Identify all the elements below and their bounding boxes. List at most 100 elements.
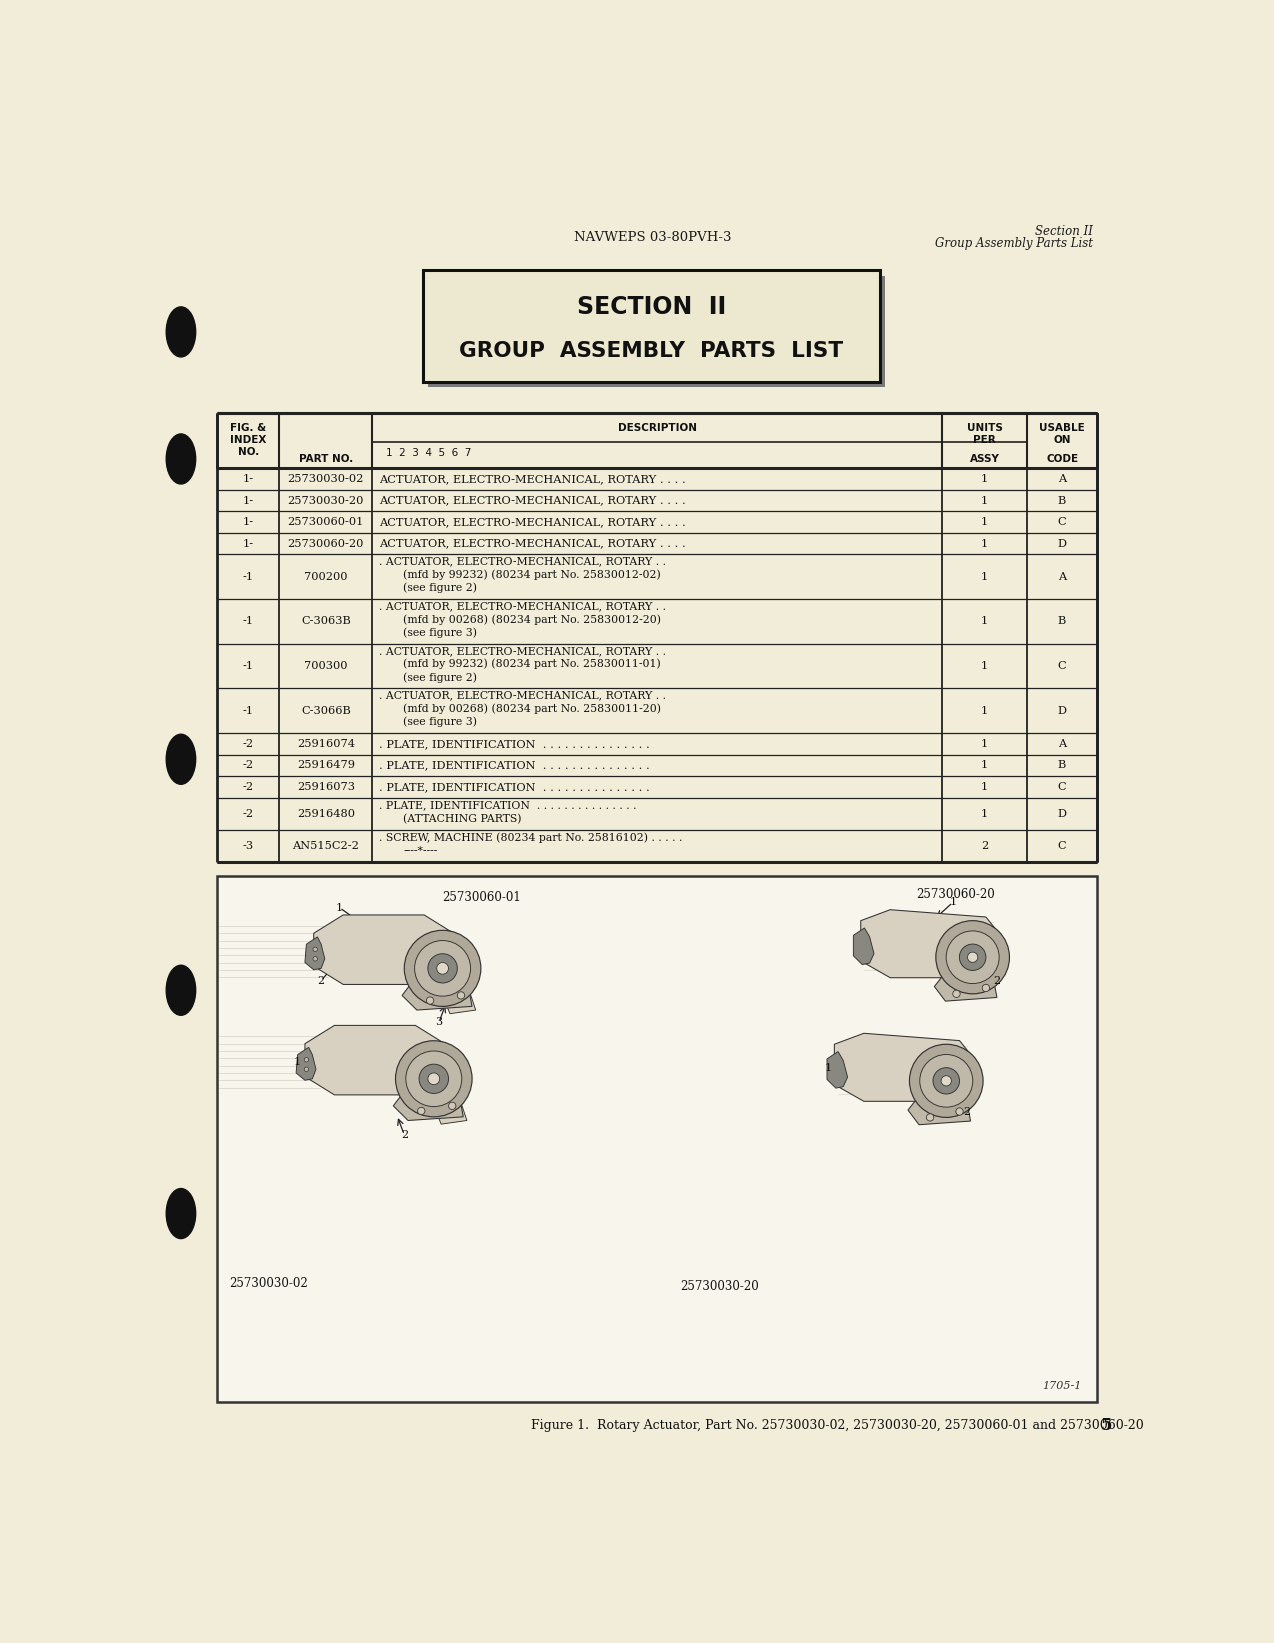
Text: D: D (1057, 539, 1066, 549)
Circle shape (967, 953, 978, 963)
Circle shape (395, 1040, 473, 1117)
Circle shape (313, 956, 317, 961)
Circle shape (933, 1068, 959, 1094)
Text: 1: 1 (981, 518, 989, 527)
Circle shape (313, 946, 317, 951)
Circle shape (457, 992, 465, 999)
Text: (mfd by 99232) (80234 part No. 25830012-02): (mfd by 99232) (80234 part No. 25830012-… (404, 570, 661, 580)
Text: C-3063B: C-3063B (301, 616, 350, 626)
Text: (mfd by 00268) (80234 part No. 25830011-20): (mfd by 00268) (80234 part No. 25830011-… (404, 703, 661, 715)
Text: 1: 1 (981, 616, 989, 626)
Circle shape (941, 1076, 952, 1086)
Text: ACTUATOR, ELECTRO-MECHANICAL, ROTARY . . . .: ACTUATOR, ELECTRO-MECHANICAL, ROTARY . .… (378, 473, 685, 485)
Text: NAVWEPS 03-80PVH-3: NAVWEPS 03-80PVH-3 (575, 230, 731, 243)
Text: ACTUATOR, ELECTRO-MECHANICAL, ROTARY . . . .: ACTUATOR, ELECTRO-MECHANICAL, ROTARY . .… (378, 518, 685, 527)
Text: A: A (1057, 572, 1066, 582)
Bar (423, 271, 880, 381)
Text: Group Assembly Parts List: Group Assembly Parts List (935, 237, 1093, 250)
Text: C: C (1057, 841, 1066, 851)
Text: 700300: 700300 (304, 660, 348, 670)
Text: 1: 1 (981, 761, 989, 771)
Text: 1: 1 (981, 660, 989, 670)
Text: A: A (1057, 739, 1066, 749)
Ellipse shape (166, 1188, 196, 1239)
Polygon shape (854, 928, 874, 964)
Text: -1: -1 (243, 706, 254, 716)
Circle shape (428, 953, 457, 983)
Text: ON: ON (1054, 435, 1071, 445)
Text: 1: 1 (981, 782, 989, 792)
Text: 25730060-01: 25730060-01 (288, 518, 364, 527)
Circle shape (956, 1107, 963, 1116)
Text: UNITS: UNITS (967, 424, 1003, 434)
Text: PER: PER (973, 435, 996, 445)
Polygon shape (827, 1052, 847, 1088)
Text: 3: 3 (436, 1017, 442, 1027)
Text: . PLATE, IDENTIFICATION  . . . . . . . . . . . . . . .: . PLATE, IDENTIFICATION . . . . . . . . … (378, 739, 650, 749)
Text: . ACTUATOR, ELECTRO-MECHANICAL, ROTARY . .: . ACTUATOR, ELECTRO-MECHANICAL, ROTARY .… (378, 690, 665, 700)
Ellipse shape (166, 307, 196, 357)
Text: 2: 2 (317, 976, 325, 986)
Circle shape (926, 1114, 934, 1121)
Text: C-3066B: C-3066B (301, 706, 350, 716)
Text: FIG. &
INDEX
NO.: FIG. & INDEX NO. (231, 424, 266, 457)
Text: PART NO.: PART NO. (298, 453, 353, 463)
Text: 2: 2 (981, 841, 989, 851)
Polygon shape (313, 915, 454, 984)
Text: -2: -2 (243, 782, 254, 792)
Text: GROUP  ASSEMBLY  PARTS  LIST: GROUP ASSEMBLY PARTS LIST (460, 342, 843, 361)
Ellipse shape (166, 734, 196, 784)
Circle shape (982, 984, 990, 992)
Circle shape (953, 991, 961, 997)
Circle shape (304, 1066, 308, 1071)
Text: DESCRIPTION: DESCRIPTION (618, 424, 697, 434)
Ellipse shape (166, 434, 196, 485)
Text: 1: 1 (981, 572, 989, 582)
Text: -2: -2 (243, 761, 254, 771)
Text: . PLATE, IDENTIFICATION  . . . . . . . . . . . . . . .: . PLATE, IDENTIFICATION . . . . . . . . … (378, 800, 636, 810)
Text: D: D (1057, 706, 1066, 716)
Text: 25916480: 25916480 (297, 808, 355, 818)
Text: -2: -2 (243, 808, 254, 818)
Text: 2: 2 (963, 1106, 971, 1117)
Circle shape (910, 1045, 984, 1117)
Circle shape (406, 1052, 461, 1107)
Text: B: B (1057, 616, 1066, 626)
Polygon shape (296, 1047, 316, 1079)
Text: CODE: CODE (1046, 453, 1078, 463)
Text: 1: 1 (949, 897, 957, 907)
Text: (mfd by 00268) (80234 part No. 25830012-20): (mfd by 00268) (80234 part No. 25830012-… (404, 614, 661, 624)
Polygon shape (442, 987, 475, 1014)
Circle shape (428, 1073, 440, 1084)
Text: 25730030-02: 25730030-02 (288, 473, 364, 485)
Text: 2: 2 (994, 976, 1000, 986)
Text: 25730030-20: 25730030-20 (680, 1280, 759, 1293)
Text: (see figure 3): (see figure 3) (404, 716, 478, 728)
Text: B: B (1057, 761, 1066, 771)
Text: 1: 1 (336, 902, 343, 912)
Text: -3: -3 (243, 841, 254, 851)
Text: 1: 1 (981, 539, 989, 549)
Text: 25916073: 25916073 (297, 782, 355, 792)
Circle shape (437, 963, 448, 974)
Text: -1: -1 (243, 660, 254, 670)
Circle shape (959, 945, 986, 971)
Text: C: C (1057, 518, 1066, 527)
Text: 1: 1 (981, 706, 989, 716)
Bar (218, 876, 1097, 1401)
Text: 700200: 700200 (304, 572, 348, 582)
Text: 1  2  3  4  5  6  7: 1 2 3 4 5 6 7 (386, 449, 471, 458)
Text: ACTUATOR, ELECTRO-MECHANICAL, ROTARY . . . .: ACTUATOR, ELECTRO-MECHANICAL, ROTARY . .… (378, 496, 685, 506)
Text: . ACTUATOR, ELECTRO-MECHANICAL, ROTARY . .: . ACTUATOR, ELECTRO-MECHANICAL, ROTARY .… (378, 646, 665, 656)
Text: . PLATE, IDENTIFICATION  . . . . . . . . . . . . . . .: . PLATE, IDENTIFICATION . . . . . . . . … (378, 782, 650, 792)
Text: C: C (1057, 660, 1066, 670)
Text: 1705-1: 1705-1 (1042, 1380, 1082, 1390)
Circle shape (920, 1055, 973, 1107)
Text: (see figure 2): (see figure 2) (404, 672, 478, 682)
Polygon shape (304, 1025, 445, 1094)
Text: 1-: 1- (243, 473, 254, 485)
Text: 25916479: 25916479 (297, 761, 355, 771)
Text: 1: 1 (981, 496, 989, 506)
Text: SECTION  II: SECTION II (577, 296, 726, 319)
Polygon shape (908, 1083, 971, 1125)
